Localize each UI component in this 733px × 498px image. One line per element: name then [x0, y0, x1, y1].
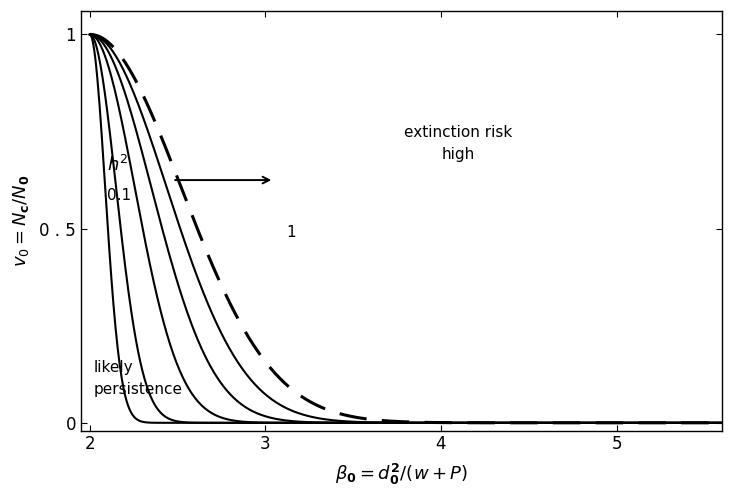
Text: likely
persistence: likely persistence — [93, 360, 183, 397]
X-axis label: $\beta_{\mathbf{0}} = d_{\mathbf{0}}^{\mathbf{2}}/(w + P)$: $\beta_{\mathbf{0}} = d_{\mathbf{0}}^{\m… — [335, 462, 468, 487]
Text: 0.1: 0.1 — [108, 188, 131, 203]
Text: 1: 1 — [287, 225, 296, 240]
Y-axis label: $v_0 = N_{\mathbf{c}}/N_{\mathbf{0}}$: $v_0 = N_{\mathbf{c}}/N_{\mathbf{0}}$ — [11, 175, 31, 267]
Text: $h^2$: $h^2$ — [108, 154, 129, 175]
Text: extinction risk
high: extinction risk high — [405, 124, 512, 162]
